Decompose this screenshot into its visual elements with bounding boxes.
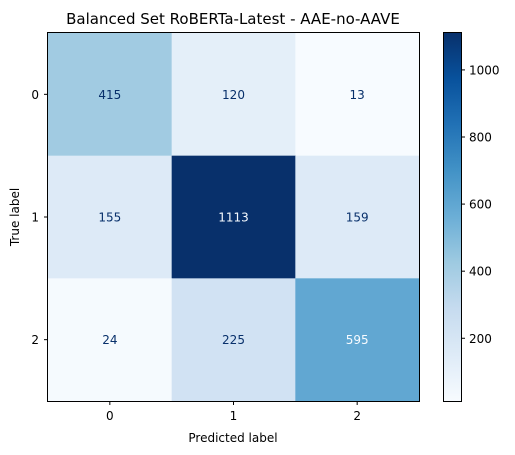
heatmap-cell [48, 155, 173, 279]
colorbar-ticks: 200 400 600 800 1000 [461, 63, 500, 346]
heatmap-cell [295, 278, 420, 402]
heatmap-cell [171, 33, 296, 157]
heatmap-cell [295, 155, 420, 279]
plot-frame [47, 32, 420, 402]
x-tick-label: 0 [106, 409, 114, 423]
colorbar-tick-label: 400 [469, 265, 492, 279]
cell-value-label: 225 [222, 333, 245, 347]
x-axis-label: Predicted label [188, 431, 277, 445]
heatmap-cell [171, 155, 296, 279]
colorbar-tick-label: 200 [469, 332, 492, 346]
y-axis-label: True label [8, 188, 22, 247]
cell-value-label: 415 [98, 88, 121, 102]
heatmap-cell [295, 33, 420, 157]
x-tick-label: 1 [230, 409, 238, 423]
colorbar-tick-label: 800 [469, 130, 492, 144]
cell-value-label: 595 [346, 333, 369, 347]
y-tick-label: 1 [31, 211, 39, 225]
heatmap-cell [48, 33, 173, 157]
colorbar-tick-label: 600 [469, 198, 492, 212]
y-axis-ticks: 0 1 2 [31, 88, 48, 347]
chart-title: Balanced Set RoBERTa-Latest - AAE-no-AAV… [66, 10, 400, 28]
cell-value-label: 159 [346, 211, 369, 225]
colorbar: 200 400 600 800 1000 [443, 32, 500, 402]
y-tick-label: 2 [31, 333, 39, 347]
heatmap-cell [48, 278, 173, 402]
cell-value-label: 24 [102, 333, 117, 347]
colorbar-frame [443, 32, 462, 402]
cell-value-label: 13 [350, 88, 365, 102]
colorbar-gradient [443, 32, 461, 401]
cell-value-label: 120 [222, 88, 245, 102]
y-tick-label: 0 [31, 88, 39, 102]
heatmap-cell [171, 278, 296, 402]
colorbar-tick-label: 1000 [469, 63, 500, 77]
heatmap-cells [48, 33, 420, 402]
cell-value-label: 1113 [218, 211, 249, 225]
cell-value-label: 155 [98, 211, 121, 225]
cell-value-labels: 415 120 13 155 1113 159 24 225 595 [98, 88, 368, 347]
x-axis-ticks: 0 1 2 [106, 401, 361, 423]
x-tick-label: 2 [353, 409, 361, 423]
